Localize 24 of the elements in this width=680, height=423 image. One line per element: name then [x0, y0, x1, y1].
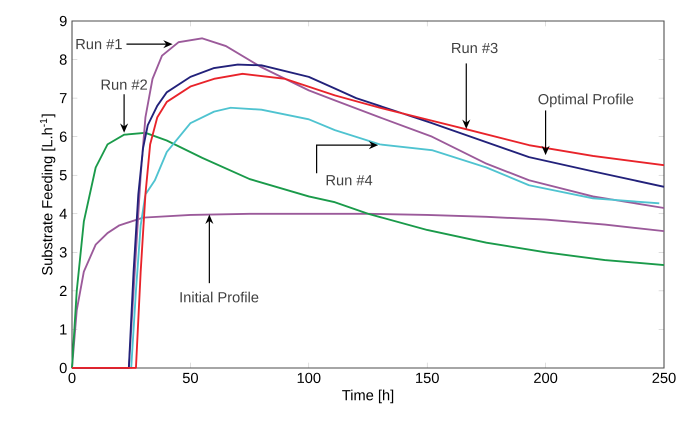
x-tick-label: 150: [416, 372, 439, 384]
x-tick-label: 200: [534, 372, 558, 384]
annotation: Run #4: [326, 175, 372, 186]
y-tick-label: 2: [60, 286, 67, 296]
annotation: Run #2: [102, 79, 147, 90]
x-tick-label: 100: [298, 372, 320, 384]
annotation: Run #3: [452, 42, 498, 54]
annotation: Initial Profile: [180, 292, 258, 302]
y-tick-label: 3: [60, 247, 67, 258]
y-tick-label: 6: [60, 131, 67, 142]
annotation: Optimal Profile: [538, 94, 634, 108]
y-tick-label: 1: [60, 324, 67, 334]
y-tick-label: 9: [60, 16, 67, 26]
x-tick-label: 0: [68, 372, 76, 384]
y-tick-label: 4: [59, 208, 67, 219]
y-tick-label: 0: [60, 362, 67, 374]
x-tick-label: 250: [652, 372, 676, 384]
x-tick-label: 50: [182, 372, 198, 384]
x-axis-title: Time [h]: [342, 390, 394, 404]
y-tick-label: 5: [60, 170, 67, 180]
y-axis-title: Substrate Feeding [L.h$^{-1}$]: [40, 114, 56, 275]
y-tick-label: 7: [60, 93, 67, 104]
y-tick-label: 8: [60, 54, 67, 65]
annotation: Run #1: [76, 39, 122, 50]
